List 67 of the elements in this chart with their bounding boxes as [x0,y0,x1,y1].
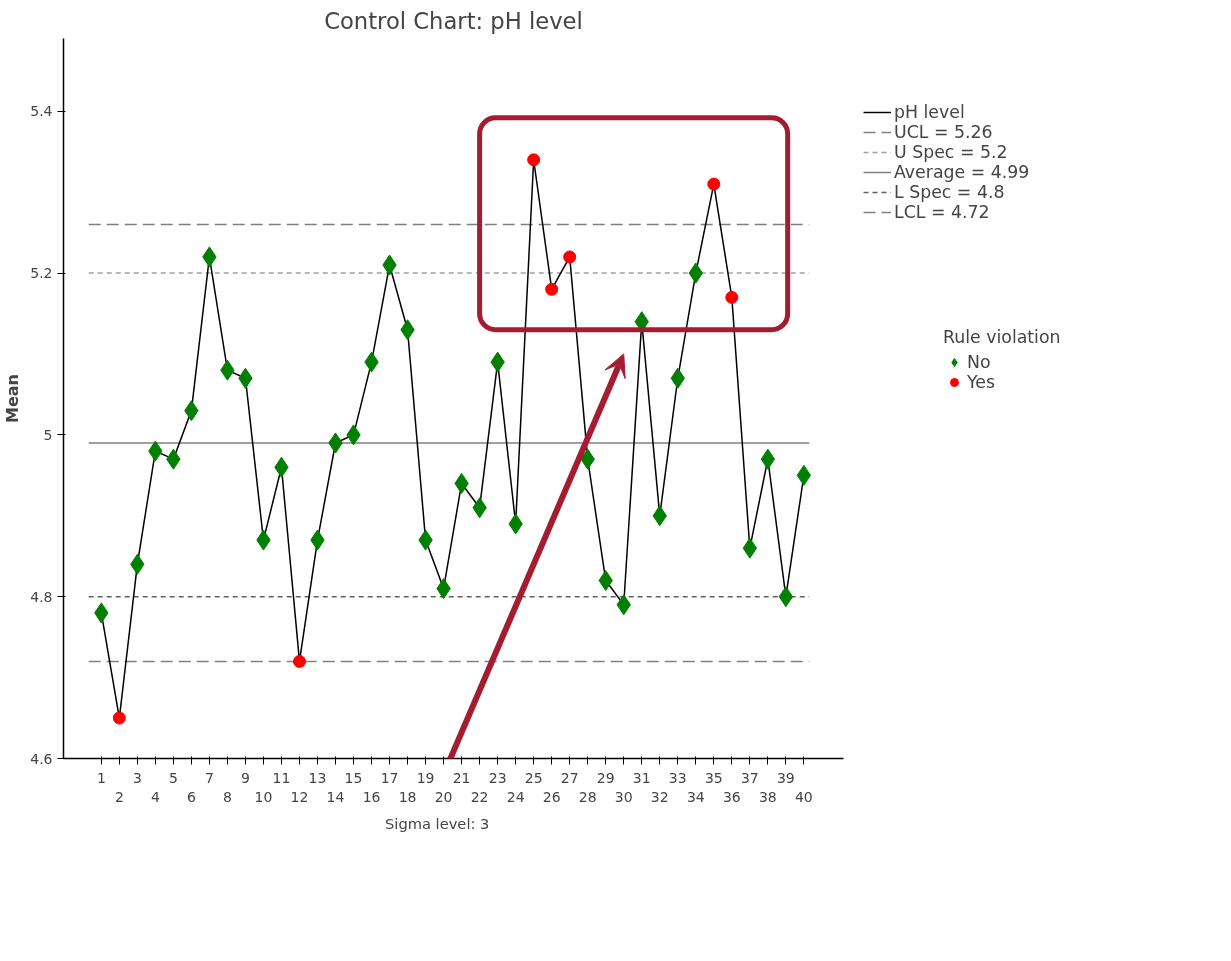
x-tick-label: 2 [114,788,124,805]
x-tick-label: 19 [416,769,435,786]
legend-label: UCL = 5.26 [894,122,993,142]
y-tick-label: 4.6 [30,750,53,767]
x-tick-label: 9 [240,769,250,786]
x-tick-label: 17 [380,769,399,786]
point [725,290,739,304]
x-tick-label: 33 [668,769,687,786]
legend-label: Yes [967,372,995,392]
x-tick-label: 11 [272,769,291,786]
legend-label: pH level [894,102,965,122]
x-tick-label: 29 [596,769,615,786]
x-tick-label: 32 [650,788,669,805]
point [778,586,794,608]
x-tick-label: 10 [254,788,273,805]
y-tick-label: 4.8 [30,588,53,605]
x-tick-label: 31 [632,769,651,786]
x-tick-label: 36 [722,788,741,805]
x-tick-label: 26 [542,788,561,805]
x-tick-label: 40 [794,788,813,805]
x-tick-label: 23 [488,769,507,786]
x-tick-label: 37 [740,769,759,786]
x-tick-label: 16 [362,788,381,805]
point [563,250,577,264]
y-tick-label: 5 [43,426,53,443]
point [527,153,541,167]
y-tick-label: 5.4 [30,103,53,120]
point [760,448,776,470]
x-tick-label: 27 [560,769,579,786]
y-tick-label: 5.2 [30,265,53,282]
point [707,177,721,191]
x-tick-label: 18 [398,788,417,805]
x-tick-label: 1 [96,769,106,786]
x-tick-label: 6 [186,788,196,805]
legend-label: U Spec = 5.2 [894,142,1008,162]
legend-label: Average = 4.99 [894,162,1030,182]
text: Sigma level: 3 [385,814,490,832]
x-tick-label: 8 [222,788,232,805]
x-tick-label: 25 [524,769,543,786]
x-tick-label: 28 [578,788,597,805]
x-tick-label: 12 [290,788,309,805]
x-tick-label: 14 [326,788,345,805]
x-tick-label: 39 [776,769,795,786]
x-tick-label: 4 [150,788,160,805]
point [545,282,559,296]
x-tick-label: 34 [686,788,705,805]
legend-label: No [967,352,991,372]
legend-label: L Spec = 4.8 [894,182,1005,202]
legend-label: LCL = 4.72 [894,202,990,222]
legend-title: Rule violation [943,327,1061,347]
y-axis-title: Mean [3,374,23,423]
x-tick-label: 21 [452,769,471,786]
point [112,711,126,725]
x-tick-label: 7 [204,769,214,786]
point [796,464,812,486]
x-tick-label: 38 [758,788,777,805]
x-tick-label: 20 [434,788,453,805]
x-tick-label: 30 [614,788,633,805]
x-tick-label: 15 [344,769,363,786]
chart-title: Control Chart: pH level [324,7,583,34]
x-tick-label: 13 [308,769,327,786]
x-tick-label: 22 [470,788,489,805]
x-tick-label: 35 [704,769,723,786]
point [292,654,306,668]
x-tick-label: 24 [506,788,525,805]
x-tick-label: 3 [132,769,142,786]
x-tick-label: 5 [168,769,178,786]
